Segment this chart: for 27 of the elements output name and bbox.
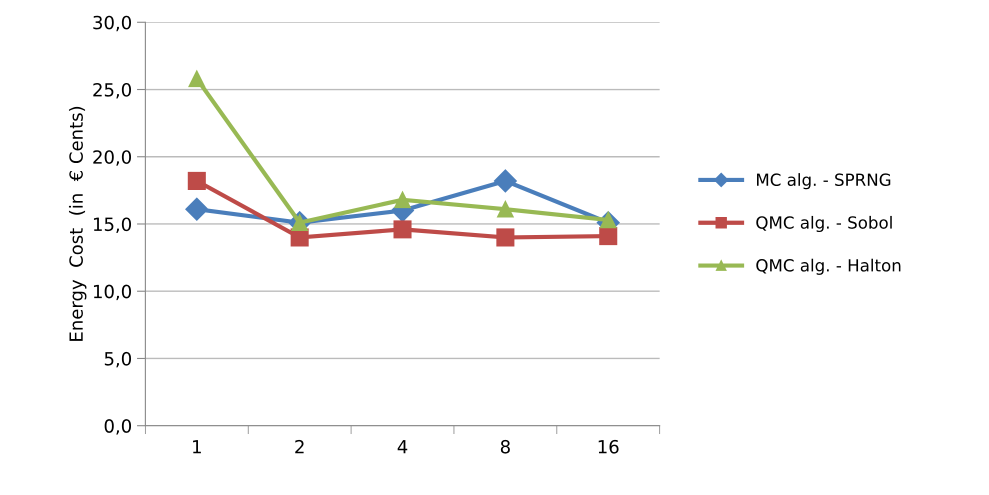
x-tick-label: 2 <box>295 440 304 454</box>
x-tick-label: 8 <box>500 440 510 454</box>
point <box>291 214 308 231</box>
point <box>497 200 514 218</box>
y-tick-label: 10,0 <box>94 284 131 300</box>
y-tick-label: 20,0 <box>93 150 131 166</box>
point <box>185 198 208 221</box>
point <box>188 172 206 190</box>
x-tick-label: 16 <box>598 440 619 454</box>
point <box>600 212 617 228</box>
point <box>599 227 618 246</box>
legend-label: QMC alg. - Halton <box>756 258 900 275</box>
point <box>494 169 517 192</box>
y-axis-title: Energy Cost (in € Cents) <box>68 106 86 341</box>
x-tick-label: 4 <box>398 440 408 454</box>
point <box>394 191 411 208</box>
y-tick-label: 0,0 <box>104 419 131 435</box>
legend-label: QMC alg. - Sobol <box>756 216 892 232</box>
y-tick-label: 25,0 <box>93 82 131 98</box>
y-tick-label: 15,0 <box>94 217 131 233</box>
legend-label: MC alg. - SPRNG <box>757 173 890 190</box>
point <box>188 70 206 88</box>
y-tick-label: 5,0 <box>104 352 131 368</box>
x-tick-label: 1 <box>193 440 201 454</box>
point <box>496 228 514 246</box>
y-tick-label: 30,0 <box>93 16 131 32</box>
point <box>393 220 412 238</box>
